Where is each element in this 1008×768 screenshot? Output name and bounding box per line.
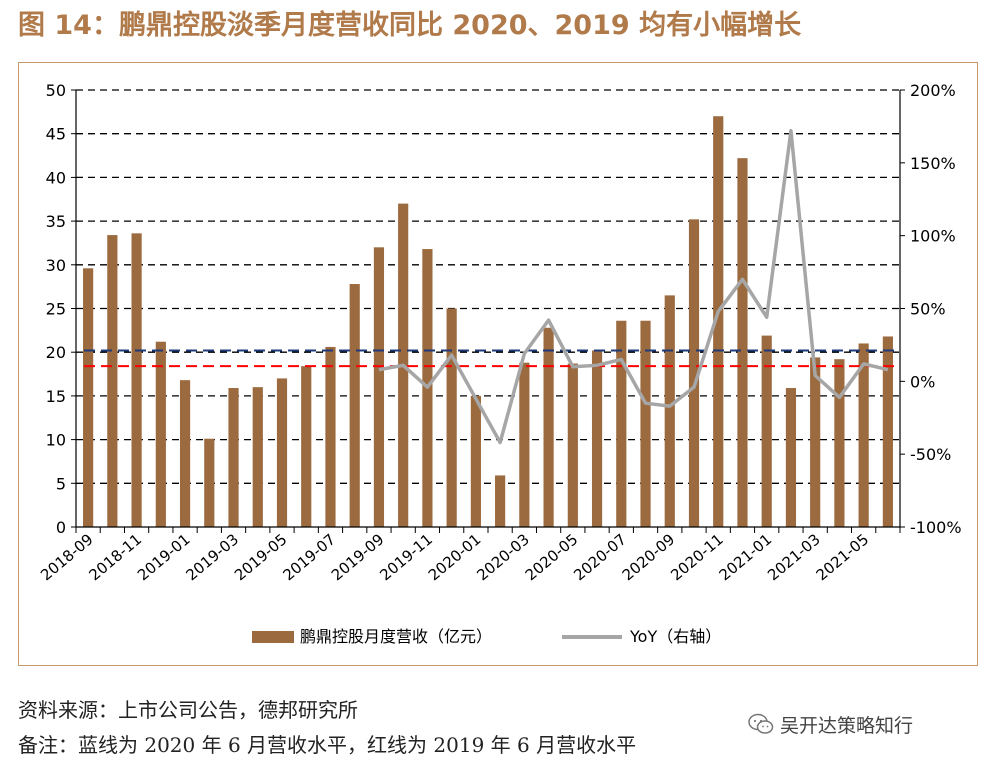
bar: [737, 158, 748, 527]
wechat-icon: [748, 713, 774, 734]
y-tick-label: 40: [46, 168, 66, 187]
bar: [301, 366, 312, 527]
y-tick-label: 20: [46, 343, 66, 362]
x-tick-label: 2021-01: [716, 530, 776, 584]
y2-tick-label: -50%: [910, 445, 951, 464]
bar: [713, 116, 724, 527]
y-tick-label: 10: [46, 431, 66, 450]
y-tick-label: 0: [56, 518, 66, 537]
y2-tick-label: -100%: [910, 518, 962, 537]
bar: [567, 363, 578, 527]
bar: [228, 388, 239, 527]
bar: [204, 438, 215, 527]
x-tick-label: 2020-09: [619, 530, 679, 584]
bar: [664, 295, 675, 527]
bar-series: [83, 116, 893, 528]
reference-lines: [84, 349, 900, 368]
x-tick-label: 2019-11: [376, 530, 436, 584]
legend-bar-swatch: [252, 631, 294, 643]
bar: [810, 357, 821, 527]
bar: [519, 362, 530, 527]
bar: [107, 235, 118, 528]
y-tick-label: 5: [56, 474, 66, 493]
bar: [834, 359, 845, 527]
bar: [688, 219, 700, 528]
x-tick-label: 2020-03: [473, 530, 533, 584]
x-tick-label: 2018-09: [37, 530, 97, 584]
y2-tick-label: 150%: [910, 154, 956, 173]
bar: [785, 388, 797, 527]
x-tick-label: 2019-09: [328, 530, 388, 584]
bar: [470, 395, 481, 527]
x-tick-label: 2019-07: [279, 530, 339, 584]
left-axis-labels: 0 5 10 15 20 25 30 35 40 45 50: [46, 81, 66, 537]
bar: [591, 350, 603, 527]
x-tick-label: 2019-05: [231, 530, 291, 584]
y-tick-label: 25: [46, 300, 66, 319]
right-axis-labels: -100% -50% 0% 50% 100% 150% 200%: [910, 81, 962, 537]
bar: [349, 284, 360, 527]
yoy-line: [378, 129, 889, 445]
watermark: 吴开达策略知行: [748, 710, 913, 738]
chart-title: 图 14：鹏鼎控股淡季月度营收同比 2020、2019 均有小幅增长: [18, 10, 802, 41]
x-tick-label: 2020-01: [425, 530, 485, 584]
bar: [83, 268, 94, 527]
y-tick-label: 45: [46, 125, 66, 144]
yoy-series: [378, 129, 889, 445]
x-tick-label: 2020-05: [522, 530, 582, 584]
source-note: 资料来源：上市公司公告，德邦研究所: [18, 698, 358, 722]
watermark-text: 吴开达策略知行: [780, 714, 914, 737]
legend-line-label: YoY（右轴）: [629, 627, 721, 646]
bar: [155, 341, 166, 527]
x-tick-label: 2018-11: [86, 530, 146, 584]
y-tick-label: 50: [46, 81, 66, 100]
legend: 鹏鼎控股月度营收（亿元） YoY（右轴）: [252, 627, 721, 646]
x-axis-labels: 2018-092018-112019-012019-032019-052019-…: [37, 530, 872, 584]
bar: [252, 387, 263, 527]
x-tick-label: 2019-01: [134, 530, 194, 584]
y2-tick-label: 200%: [910, 81, 956, 100]
y2-tick-label: 50%: [910, 300, 946, 319]
legend-bar-label: 鹏鼎控股月度营收（亿元）: [300, 627, 492, 646]
y2-tick-label: 0%: [910, 372, 935, 391]
bar: [131, 233, 142, 527]
x-tick-label: 2021-03: [764, 530, 824, 584]
chart-frame: [18, 62, 978, 666]
bar: [640, 320, 651, 527]
bar: [325, 346, 336, 527]
bar: [446, 308, 457, 527]
bar: [495, 475, 506, 527]
bar: [616, 320, 627, 527]
bar: [276, 378, 288, 527]
remark-note: 备注：蓝线为 2020 年 6 月营收水平，红线为 2019 年 6 月营收水平: [18, 733, 637, 757]
x-tick-label: 2020-11: [667, 530, 727, 584]
x-tick-label: 2019-03: [183, 530, 243, 584]
bar: [543, 327, 554, 527]
x-tick-label: 2020-07: [570, 530, 630, 584]
y-tick-label: 15: [46, 387, 66, 406]
grid-lines: [76, 89, 900, 484]
bar: [761, 335, 772, 527]
chart-canvas: 0 5 10 15 20 25 30 35 40 45 50 -100% -50% 0% 50% 100% 1…: [37, 81, 962, 646]
bar: [179, 380, 191, 527]
y-tick-label: 35: [46, 212, 66, 231]
bar: [373, 247, 385, 527]
bar: [882, 336, 893, 527]
bar: [858, 343, 869, 527]
y2-tick-label: 100%: [910, 227, 956, 246]
x-tick-label: 2021-05: [813, 530, 873, 584]
axes: [71, 89, 905, 533]
y-tick-label: 30: [46, 256, 66, 275]
